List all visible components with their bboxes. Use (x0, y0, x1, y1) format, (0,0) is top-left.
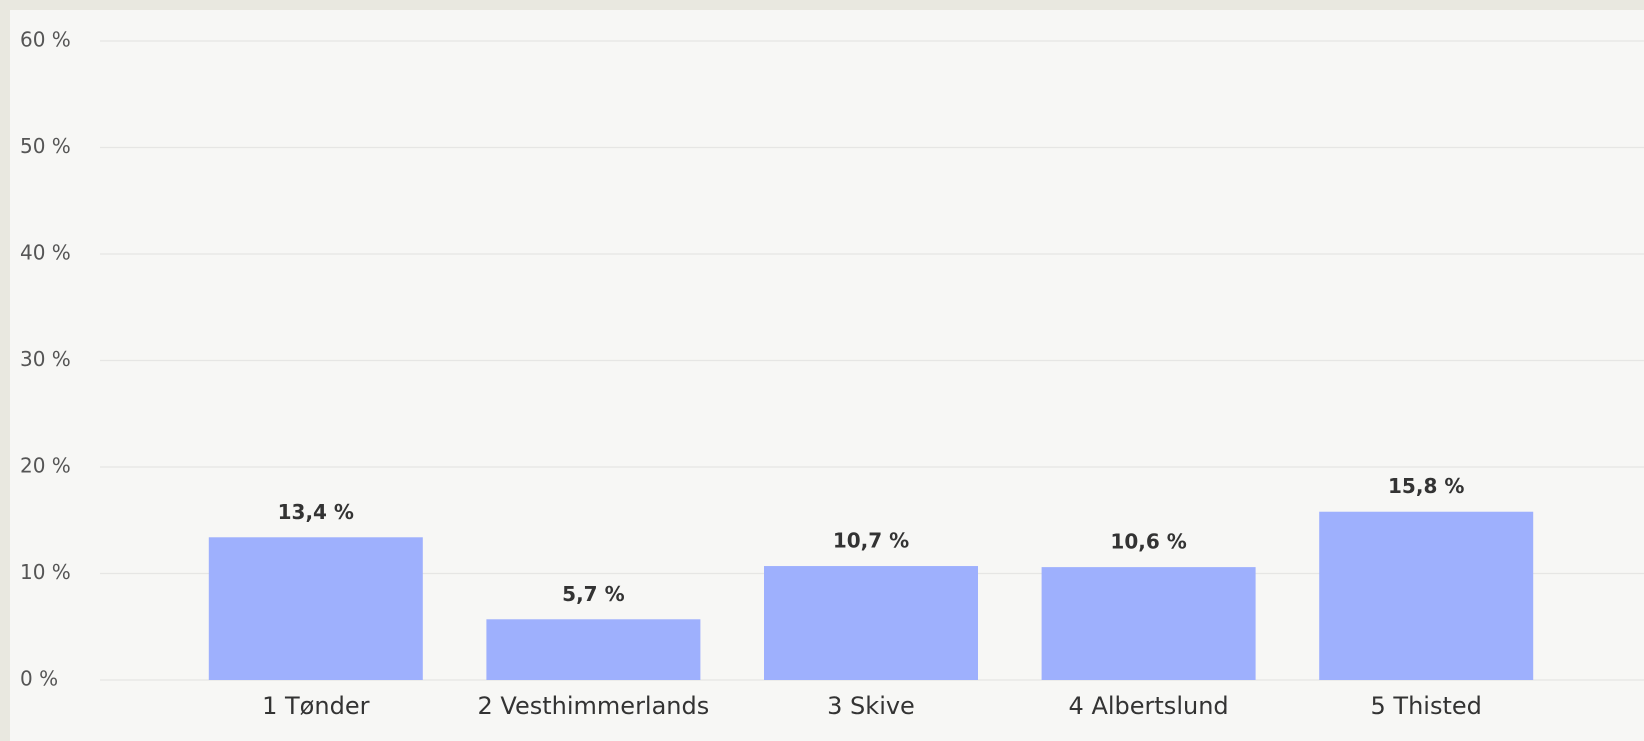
y-tick-label: 50 % (20, 134, 71, 158)
x-tick-label: 2 Vesthimmerlands (478, 692, 710, 720)
bar (764, 566, 978, 680)
bar (1041, 567, 1256, 680)
data-label: 5,7 % (562, 582, 624, 606)
x-tick-label: 5 Thisted (1371, 692, 1482, 720)
y-tick-label: 40 % (20, 241, 71, 265)
x-tick-label: 4 Albertslund (1069, 692, 1229, 720)
data-label: 13,4 % (278, 500, 354, 524)
bar (1319, 511, 1534, 680)
y-tick-label: 20 % (20, 454, 71, 478)
y-tick-label: 30 % (20, 347, 71, 371)
y-tick-label: 60 % (20, 28, 71, 52)
data-label: 10,7 % (833, 529, 909, 553)
bar (208, 537, 423, 680)
x-tick-label: 3 Skive (827, 692, 915, 720)
data-label: 10,6 % (1110, 530, 1186, 554)
bar (486, 619, 701, 680)
y-tick-label: 10 % (20, 560, 71, 584)
y-tick-label: 0 % (20, 667, 58, 691)
data-label: 15,8 % (1388, 474, 1464, 498)
x-tick-label: 1 Tønder (262, 692, 369, 720)
